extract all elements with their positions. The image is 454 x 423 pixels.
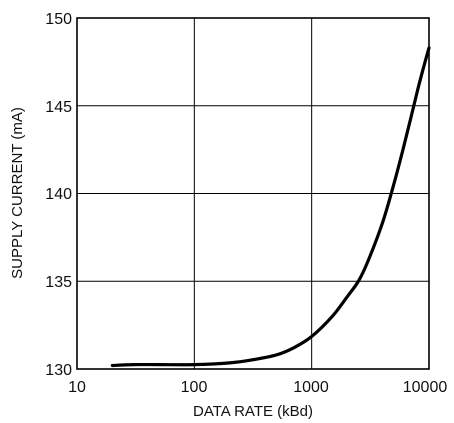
y-tick-label: 135	[45, 274, 72, 291]
y-tick-label: 145	[45, 99, 72, 116]
x-tick-label: 10000	[403, 379, 448, 396]
x-axis-title: DATA RATE (kBd)	[193, 403, 313, 420]
y-axis-title: SUPPLY CURRENT (mA)	[9, 107, 26, 279]
grid	[76, 17, 430, 370]
y-tick-label: 150	[45, 11, 72, 28]
y-tick-label: 140	[45, 186, 72, 203]
plot-frame	[76, 17, 430, 370]
x-tick-label: 10	[68, 379, 86, 396]
y-tick-label: 130	[45, 362, 72, 379]
x-tick-label: 1000	[293, 379, 329, 396]
x-tick-label: 100	[181, 379, 208, 396]
series-line	[110, 46, 431, 368]
